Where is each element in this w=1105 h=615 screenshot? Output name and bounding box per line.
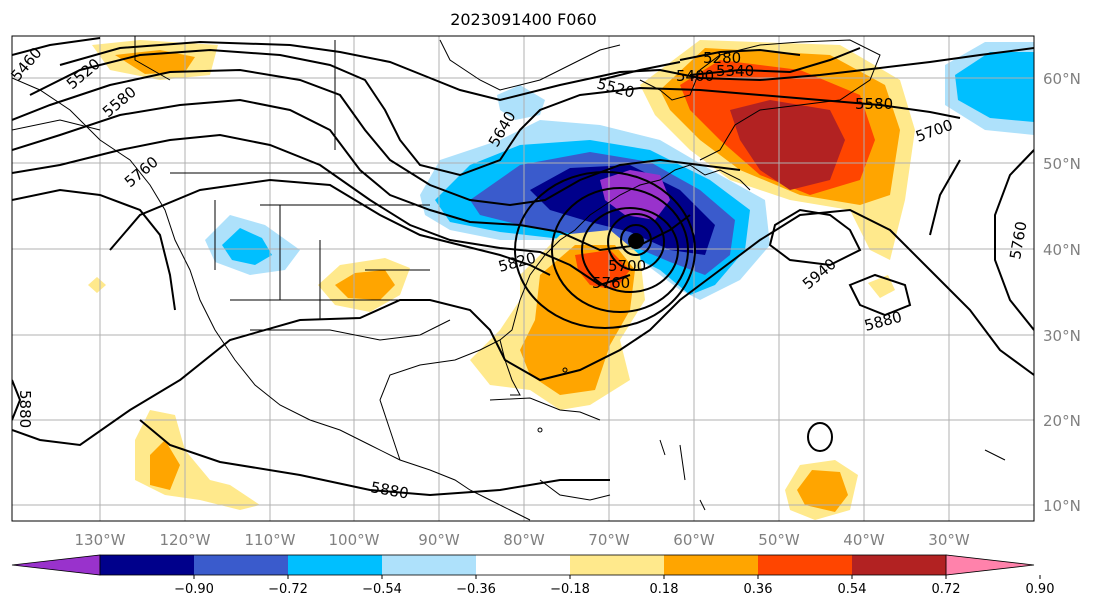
colorbar-bin (476, 555, 571, 575)
lat-label: 30°N (1043, 327, 1081, 345)
contour-5700 (12, 98, 691, 252)
colorbar-extend-max (945, 554, 1035, 576)
longitude-labels: 130°W 120°W 110°W 100°W 90°W 80°W 70°W 6… (75, 531, 970, 549)
latitude-labels: 60°N 50°N 40°N 30°N 20°N 10°N (1043, 70, 1081, 515)
colorbar-tick-label: −0.36 (456, 582, 496, 597)
lat-label: 50°N (1043, 155, 1081, 173)
lon-label: 120°W (160, 531, 211, 549)
lon-label: 80°W (503, 531, 545, 549)
lon-label: 30°W (928, 531, 970, 549)
colorbar-tick-label: 0.72 (932, 582, 961, 597)
lat-label: 60°N (1043, 70, 1081, 88)
lon-label: 50°W (758, 531, 800, 549)
lon-label: 110°W (245, 531, 296, 549)
contour-label: 5400 (676, 67, 714, 85)
colorbar-tick-label: 0.90 (1026, 582, 1055, 597)
colorbar-bin (288, 555, 383, 575)
low-center-marker (628, 233, 644, 249)
contour-5640 (12, 68, 741, 207)
contour-label: 5760 (1006, 220, 1030, 261)
contour-5580 (29, 48, 961, 177)
contour-label: 5580 (855, 95, 893, 113)
height-contours (12, 37, 1034, 497)
contour-5520 (59, 40, 1034, 102)
colorbar-bin (382, 555, 477, 575)
colorbar-tick-label: 0.18 (650, 582, 679, 597)
colorbar-frame (99, 554, 947, 576)
colorbar: −0.90 −0.72 −0.54 −0.36 −0.18 0.18 0.36 0.54 0.7… (11, 554, 1055, 597)
lat-label: 10°N (1043, 497, 1081, 515)
contour-label: 5340 (716, 62, 754, 80)
lon-label: 70°W (588, 531, 630, 549)
colorbar-tick-label: −0.18 (550, 582, 590, 597)
contour-label: 5940 (799, 255, 840, 293)
contour-label: 5520 (63, 55, 104, 93)
contour-5880-south (139, 419, 610, 497)
contour-label: 5880 (369, 478, 410, 502)
lat-label: 40°N (1043, 241, 1081, 259)
coastlines (12, 36, 1006, 521)
graticule (12, 36, 1034, 521)
colorbar-tick-label: 0.36 (744, 582, 773, 597)
colorbar-bin (852, 555, 947, 575)
colorbar-tick-label: 0.54 (838, 582, 867, 597)
lat-label: 20°N (1043, 412, 1081, 430)
lon-label: 90°W (418, 531, 460, 549)
colorbar-extend-min (11, 554, 101, 576)
contour-5880-tropics (12, 208, 1034, 447)
contour-label: 5700 (608, 257, 646, 275)
contour-5460 (12, 37, 101, 56)
colorbar-tick-label: −0.54 (362, 582, 402, 597)
colorbar-bin (664, 555, 759, 575)
lon-label: 130°W (75, 531, 126, 549)
lon-label: 60°W (673, 531, 715, 549)
contour-label: 5280 (703, 49, 741, 67)
colorbar-tick-label: −0.72 (268, 582, 308, 597)
contour-label: 5760 (592, 274, 630, 292)
contour-5760 (12, 133, 631, 287)
map-frame (11, 35, 1035, 522)
lon-label: 40°W (843, 531, 885, 549)
colorbar-bin (100, 555, 195, 575)
contour-label: 5880 (16, 390, 34, 428)
colorbar-bin (758, 555, 853, 575)
colorbar-bin (570, 555, 665, 575)
contour-label: 5520 (595, 74, 637, 101)
contour-label: 5880 (862, 308, 904, 335)
contour-5820 (109, 178, 551, 276)
colorbar-tick-label: −0.90 (174, 582, 214, 597)
lon-label: 100°W (329, 531, 380, 549)
colorbar-bin (194, 555, 289, 575)
map-title: 2023091400 F060 (450, 10, 597, 29)
